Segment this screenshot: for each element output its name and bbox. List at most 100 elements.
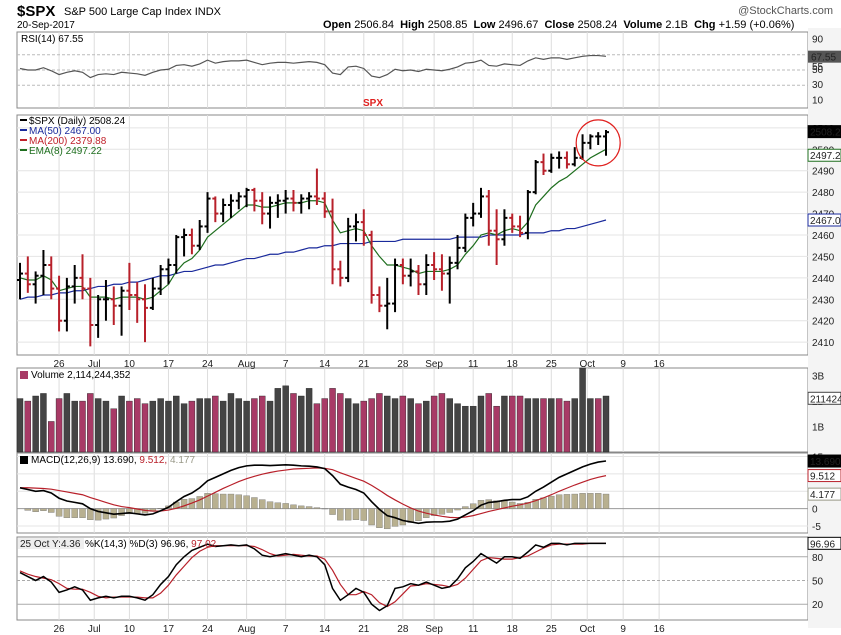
price-bar-73 [587,134,594,150]
price-bar-35 [290,190,297,212]
macd-hist-bar-70 [563,494,571,509]
price-bar-56 [454,235,461,270]
x-tick-label-price-5: Aug [238,359,256,370]
volume-bar-11 [102,400,110,453]
x-tick-label-stoch-15: 9 [620,624,626,635]
low-label: Low [473,19,496,31]
price-bar-61 [493,209,500,265]
spx-annotation: SPX [363,98,383,109]
volume-bar-75 [602,395,610,453]
price-bar-68 [548,153,555,173]
price-bar-71 [571,147,578,167]
price-bar-2 [32,271,39,304]
macd-hist-bar-6 [63,508,71,518]
stoch-label: %K(14,3) %D(3) 96.96, 97.02 [85,539,217,550]
macd-hist-bar-47 [384,508,391,530]
volume-bar-31 [259,395,266,453]
x-tick-label-stoch-10: Sep [425,624,443,635]
x-tick-label-price-15: 9 [620,359,626,370]
macd-hist-bar-1 [24,508,32,511]
price-bar-51 [415,265,422,295]
macd-label-hist: 4.177 [170,455,195,466]
volume-bar-10 [94,398,102,453]
macd-hist-bar-55 [446,508,453,513]
x-tick-label-price-14: Oct [579,359,595,370]
macd-label-main: MACD(12,26,9) 13.690, [31,455,139,466]
volume-bar-39 [321,398,328,453]
price-last-label-1: 2497.22 [810,151,841,162]
volume-bar-12 [110,408,117,453]
macd-hist-bar-69 [555,494,563,509]
x-tick-label-stoch-14: Oct [579,624,595,635]
volume-bar-16 [141,403,149,453]
x-tick-label-stoch-6: 7 [283,624,289,635]
high-label: High [400,19,425,31]
macd-hist-bar-54 [438,508,446,515]
macd-hist-bar-44 [360,508,367,521]
volume-bar-40 [329,388,336,453]
volume-bar-2 [32,395,39,453]
volume-bar-18 [157,398,164,453]
volume-value: 2.1B [665,19,688,31]
macd-hist-bar-10 [94,508,102,521]
price-bar-63 [509,213,516,233]
price-bar-40 [329,198,336,285]
x-tick-label-price-13: 25 [546,359,558,370]
open-label: Open [323,19,352,31]
x-tick-label-price-8: 21 [358,359,370,370]
stoch-last-label: 96.96 [810,539,835,550]
stoch-label-d: 97.02 [191,539,216,550]
volume-legend-swatch [20,371,28,379]
price-bar-5 [56,275,63,332]
pane-frame-stoch [16,536,809,621]
volume-bar-30 [251,398,258,453]
price-bar-67 [540,153,547,175]
x-tick-label-price-6: 7 [283,359,289,370]
macd-hist-bar-61 [493,500,500,509]
price-bar-10 [95,295,102,338]
x-tick-label-price-11: 11 [468,359,479,370]
price-tick-2450: 2450 [812,252,835,263]
macd-hist-bar-57 [462,506,469,509]
volume-bar-27 [227,393,235,453]
volume-bar-48 [391,398,399,453]
price-last-badge-1 [807,148,841,162]
volume-bar-8 [79,400,86,453]
exchange-code: INDX [194,6,221,18]
volume-bar-23 [196,398,203,453]
stoch-label-prefix: 25 Oct Y:4.36 [20,539,81,550]
price-bar-31 [259,192,266,225]
macd-hist-bar-72 [579,493,586,509]
macd-hist-bar-60 [485,499,492,509]
volume-bar-62 [501,395,508,453]
ohlc-readout: Open 2506.84 High 2508.85 Low 2496.67 Cl… [323,19,794,31]
price-tick-2480: 2480 [812,188,835,199]
price-bar-55 [446,256,453,304]
volume-bar-52 [423,400,430,453]
volume-bar-66 [532,398,539,453]
volume-tick-0: 1B [812,423,825,434]
price-bar-19 [165,258,172,285]
macd-hist-bar-24 [204,493,211,509]
x-tick-label-price-1: Jul [88,359,101,370]
highlight-circle [575,119,621,167]
macd-hist-bar-28 [235,494,242,509]
volume-bar-67 [540,398,547,453]
price-bar-59 [477,187,484,218]
rsi-label: RSI(14) 67.55 [21,34,84,45]
macd-last-badge-2 [807,487,841,501]
macd-last-badge-0 [807,454,841,468]
price-bar-75 [603,130,609,156]
macd-hist-bar-9 [87,508,94,520]
volume-bar-64 [516,395,524,453]
price-bar-9 [87,277,94,347]
x-tick-label-price-16: 16 [654,359,666,370]
price-tick-2420: 2420 [812,317,835,328]
x-tick-label-price-4: 24 [202,359,214,370]
macd-hist-bar-42 [344,508,352,521]
price-bar-62 [501,209,508,246]
macd-hist-bar-49 [399,508,407,526]
open-value: 2506.84 [354,19,394,31]
macd-label: MACD(12,26,9) 13.690, 9.512, 4.177 [31,455,195,466]
